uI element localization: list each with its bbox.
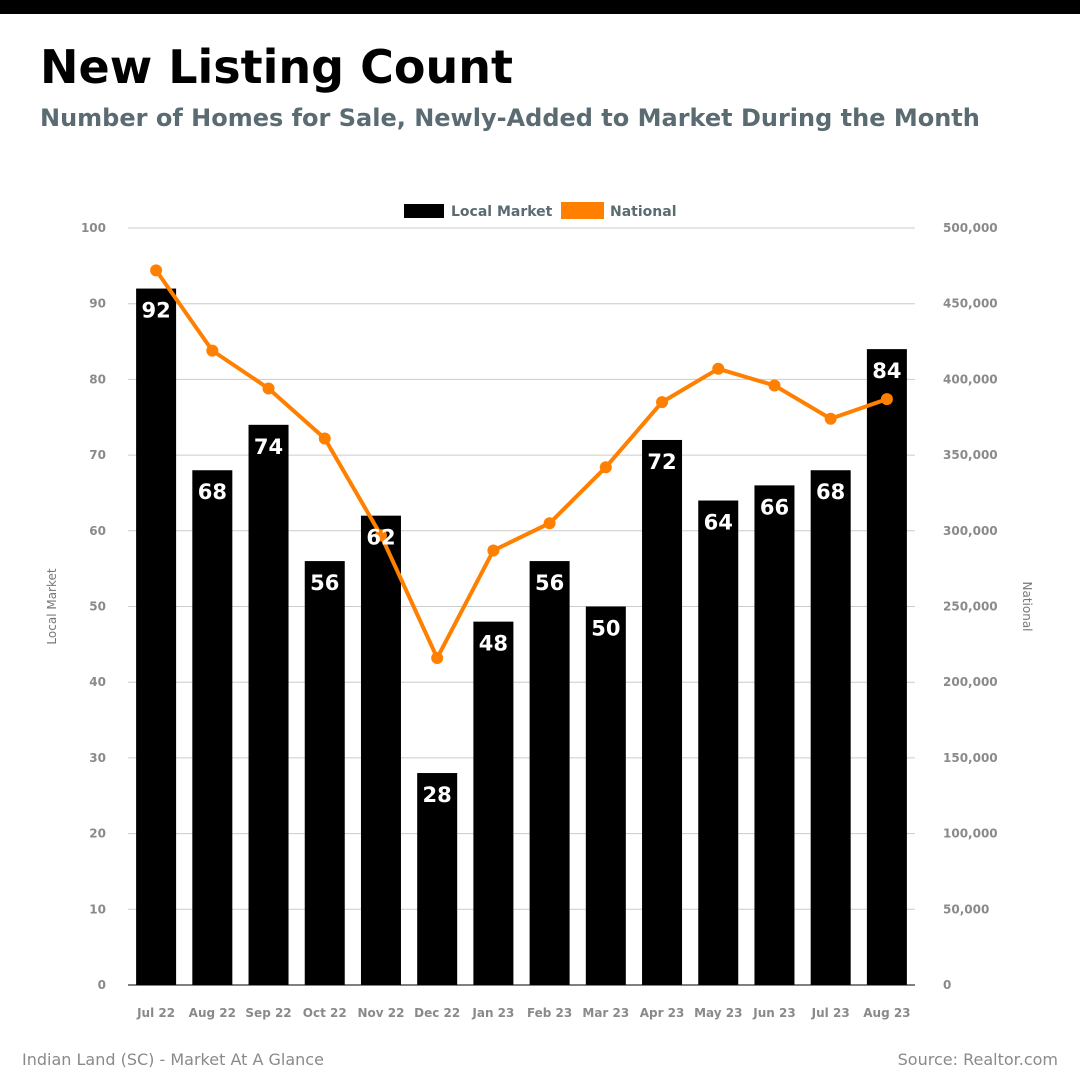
national-point: [599, 461, 612, 474]
bar-local-market: [360, 515, 401, 985]
bar-local-market: [529, 561, 570, 985]
y-tick-label: 100: [81, 221, 106, 235]
bar-value-label: 72: [647, 450, 676, 474]
y-tick-label: 50: [89, 600, 106, 614]
gridlines: [128, 227, 915, 910]
legend-swatch-national: [561, 202, 604, 219]
y2-tick-label: 500,000: [943, 221, 998, 235]
legend: Local Market National: [404, 202, 677, 220]
national-line-path: [154, 269, 888, 660]
national-point: [487, 544, 500, 557]
bar-local-market: [585, 606, 626, 985]
chart-title: New Listing Count: [40, 40, 513, 94]
bar-local-market: [642, 439, 683, 986]
x-tick-label: Oct 22: [303, 1006, 347, 1020]
bar-value-label: 74: [254, 435, 283, 459]
bar-value-label: 50: [591, 617, 620, 641]
local-market-bars: [136, 288, 907, 986]
y-tick-label: 30: [89, 751, 106, 765]
top-bar: [0, 0, 1080, 14]
national-point: [431, 651, 444, 664]
x-tick-label: Feb 23: [527, 1006, 572, 1020]
y2-tick-label: 150,000: [943, 751, 998, 765]
bar-value-labels: 92 68 74 56 62 28 48 56 50 72 64 66 68 84: [141, 299, 901, 807]
legend-label-national: National: [610, 204, 677, 220]
x-tick-label: Nov 22: [357, 1006, 404, 1020]
y2-tick-label: 350,000: [943, 448, 998, 462]
x-tick-label: Jul 22: [136, 1006, 175, 1020]
y2-tick-label: 0: [943, 978, 951, 992]
axes: 0 0 10 50,000 20 100,000 30 150,000 40 200,000 50 2…: [45, 221, 1034, 1020]
x-tick-label: Sep 22: [245, 1006, 291, 1020]
national-point: [206, 344, 219, 357]
y-tick-label: 20: [89, 827, 106, 841]
bar-local-market: [866, 349, 907, 985]
y-tick-label: 0: [98, 978, 106, 992]
combo-chart: 92 68 74 56 62 28 48 56 50 72 64 66 68 84 0 0 10 50,000 2…: [45, 202, 1034, 1020]
bar-local-market: [417, 773, 458, 985]
y2-tick-label: 300,000: [943, 524, 998, 538]
national-line: [150, 264, 893, 664]
bar-value-label: 56: [310, 571, 339, 595]
national-point: [262, 382, 275, 395]
x-tick-label: Jul 23: [811, 1006, 850, 1020]
bar-local-market: [136, 288, 177, 985]
bar-value-label: 56: [535, 571, 564, 595]
bar-local-market: [473, 621, 514, 985]
national-point: [543, 517, 556, 530]
y2-tick-label: 250,000: [943, 600, 998, 614]
x-tick-label: Dec 22: [414, 1006, 460, 1020]
bar-value-label: 62: [366, 526, 395, 550]
footer-market-name: Indian Land (SC) - Market At A Glance: [22, 1050, 324, 1069]
national-point: [712, 362, 725, 375]
x-tick-label: Apr 23: [640, 1006, 685, 1020]
y2-tick-label: 450,000: [943, 297, 998, 311]
y-tick-label: 70: [89, 448, 106, 462]
bar-value-label: 28: [423, 783, 452, 807]
legend-label-local-market: Local Market: [451, 204, 553, 220]
chart-subtitle: Number of Homes for Sale, Newly-Added to…: [40, 104, 980, 132]
legend-swatch-local-market: [404, 204, 444, 218]
bar-value-label: 48: [479, 632, 508, 656]
national-point: [768, 379, 781, 392]
y2-axis-title: National: [1020, 581, 1034, 631]
x-tick-label: Aug 22: [189, 1006, 236, 1020]
bar-value-label: 68: [816, 480, 845, 504]
bar-value-label: 84: [872, 359, 901, 383]
bar-value-label: 68: [198, 480, 227, 504]
x-tick-label: Aug 23: [863, 1006, 910, 1020]
y-tick-label: 80: [89, 372, 106, 386]
y-axis-title: Local Market: [45, 568, 59, 644]
national-point: [656, 396, 669, 409]
national-point: [150, 264, 163, 277]
bar-local-market: [810, 470, 851, 985]
footer-source: Source: Realtor.com: [897, 1050, 1058, 1069]
national-point: [374, 529, 387, 542]
x-tick-label: May 23: [694, 1006, 742, 1020]
y2-tick-label: 200,000: [943, 675, 998, 689]
y-tick-label: 10: [89, 902, 106, 916]
bar-value-label: 92: [141, 299, 170, 323]
y-tick-label: 60: [89, 524, 106, 538]
y-tick-label: 90: [89, 297, 106, 311]
y2-tick-label: 100,000: [943, 827, 998, 841]
bar-local-market: [754, 485, 795, 985]
y2-tick-label: 50,000: [943, 902, 989, 916]
national-point: [824, 412, 837, 425]
bar-local-market: [304, 561, 345, 985]
y2-tick-label: 400,000: [943, 372, 998, 386]
x-tick-label: Mar 23: [582, 1006, 629, 1020]
bar-value-label: 66: [760, 495, 789, 519]
bar-local-market: [698, 500, 739, 985]
bar-value-label: 64: [704, 511, 733, 535]
national-point: [318, 432, 331, 445]
bar-local-market: [248, 424, 289, 985]
bar-local-market: [192, 470, 233, 985]
y-tick-label: 40: [89, 675, 106, 689]
x-tick-label: Jan 23: [471, 1006, 514, 1020]
x-tick-label: Jun 23: [752, 1006, 795, 1020]
national-point: [880, 393, 893, 406]
